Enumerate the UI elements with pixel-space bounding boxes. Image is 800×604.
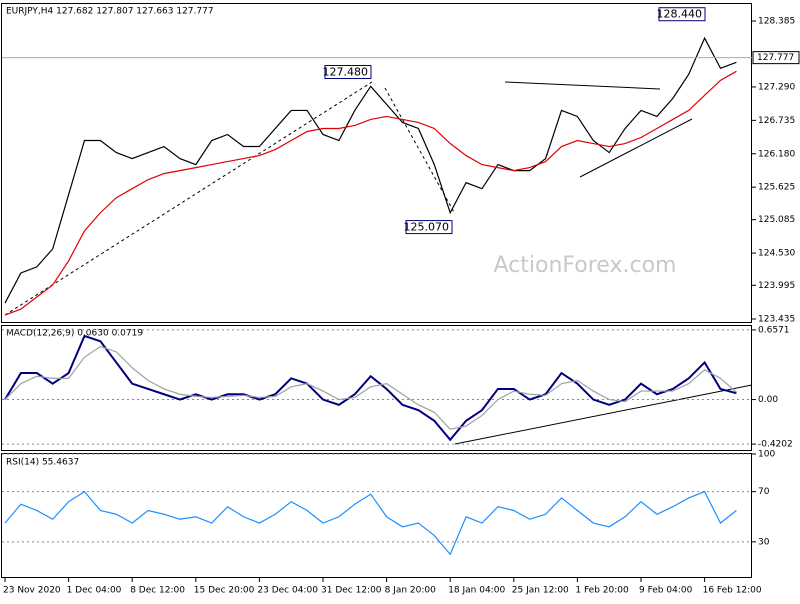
- series-line: [4, 345, 737, 430]
- y-tick-label: 126.180: [758, 149, 795, 159]
- x-tick-label: 8 Dec 12:00: [130, 586, 185, 596]
- series-line: [4, 334, 737, 442]
- x-tick-label: 31 Dec 12:00: [321, 586, 382, 596]
- y-tick-label: 125.625: [758, 183, 795, 193]
- series-line: [4, 36, 737, 304]
- trend-line: [504, 81, 661, 90]
- y-tick-label: 123.435: [758, 314, 795, 324]
- y-tick-label: 70: [758, 487, 770, 497]
- annotation-box: [405, 220, 453, 235]
- y-tick-label: 127.290: [758, 82, 795, 92]
- trend-line: [454, 384, 753, 445]
- rsi-title: RSI(14) 55.4637: [6, 458, 79, 468]
- y-tick-label: 124.530: [758, 249, 795, 259]
- last-price-label: 127.777: [757, 53, 794, 63]
- annotation-label: 125.070: [404, 221, 450, 234]
- price-title: EURJPY,H4 127.682 127.807 127.663 127.77…: [6, 7, 214, 17]
- x-tick-label: 8 Jan 20:00: [385, 586, 437, 596]
- annotation-label: 127.480: [323, 66, 369, 79]
- y-tick-label: 100: [758, 450, 775, 460]
- annotation-box: [324, 65, 372, 80]
- x-tick-label: 15 Dec 20:00: [194, 586, 255, 596]
- y-tick-label: 123.995: [758, 281, 795, 291]
- price-panel: [1, 3, 752, 323]
- y-tick-label: 0.00: [758, 395, 778, 405]
- annotation-box: [658, 7, 706, 22]
- trend-line: [4, 81, 373, 316]
- x-tick-label: 1 Dec 04:00: [67, 586, 122, 596]
- macd-panel: [1, 325, 752, 451]
- x-tick-label: 9 Feb 04:00: [639, 586, 693, 596]
- y-tick-label: 128.385: [758, 17, 795, 27]
- y-tick-label: 125.085: [758, 215, 795, 225]
- annotation-label: 128.440: [657, 8, 703, 21]
- last-price-box: [752, 51, 800, 65]
- rsi-panel: [1, 453, 752, 578]
- series-line: [4, 490, 737, 556]
- y-tick-label: 126.735: [758, 116, 795, 126]
- x-tick-label: 23 Nov 2020: [3, 586, 61, 596]
- x-tick-label: 1 Feb 20:00: [575, 586, 629, 596]
- trend-line: [579, 118, 693, 178]
- watermark: ActionForex.com: [494, 253, 677, 278]
- x-tick-label: 18 Jan 04:00: [448, 586, 505, 596]
- y-tick-label: -0.4202: [758, 440, 793, 450]
- x-tick-label: 23 Dec 04:00: [257, 586, 318, 596]
- y-tick-label: 30: [758, 537, 770, 547]
- x-tick-label: 16 Feb 12:00: [703, 586, 762, 596]
- x-tick-label: 25 Jan 12:00: [512, 586, 569, 596]
- y-tick-label: 0.6571: [758, 325, 790, 335]
- macd-title: MACD(12,26,9) 0.0630 0.0719: [6, 329, 143, 339]
- series-line: [4, 70, 737, 316]
